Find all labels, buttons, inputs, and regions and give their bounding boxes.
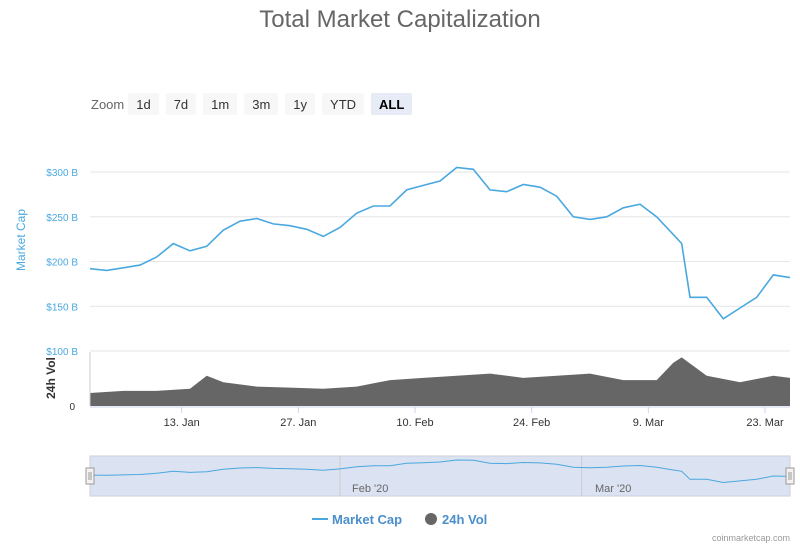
market-cap-series-line (89, 166, 791, 320)
zoom-label: Zoom (91, 96, 125, 112)
x-tick-label: 24. Feb (513, 417, 550, 429)
zoom-1m-button[interactable]: 1m (203, 93, 238, 115)
chart-title: Total Market Capitalization (259, 6, 541, 33)
navigator-left-handle[interactable] (85, 467, 95, 485)
zoom-3m-button[interactable]: 3m (244, 93, 279, 115)
zoom-ytd-button[interactable]: YTD (322, 93, 365, 115)
navigator-grid (339, 456, 583, 496)
volume-axis-title: 24h Vol (44, 357, 58, 399)
legend-24h-vol-label: 24h Vol (442, 512, 487, 527)
x-tick-label: 10. Feb (396, 417, 433, 429)
volume-area (90, 357, 790, 406)
navigator-series-line (89, 459, 791, 484)
legend-market-cap-label: Market Cap (332, 512, 402, 527)
x-tick-label: 27. Jan (280, 417, 316, 429)
zoom-all-button[interactable]: ALL (371, 93, 413, 115)
credit-link[interactable]: coinmarketcap.com (711, 533, 790, 543)
y-tick-label: $150 B (46, 302, 78, 313)
x-tick-label: 13. Jan (164, 417, 200, 429)
volume-tick-label: 0 (69, 402, 75, 413)
zoom-1y-button[interactable]: 1y (285, 93, 316, 115)
navigator-selected-range[interactable] (90, 456, 790, 496)
legend-market-cap[interactable]: Market Cap (312, 512, 402, 527)
legend-24h-vol[interactable]: 24h Vol (425, 512, 487, 527)
zoom-7d-button[interactable]: 7d (165, 93, 197, 115)
zoom-1d-button[interactable]: 1d (128, 93, 159, 115)
x-axis: 13. Jan 27. Jan 10. Feb 24. Feb 9. Mar 23. Ma… (89, 352, 790, 429)
y-axis-title: Market Cap (14, 209, 28, 271)
zoom-bar: Zoom 1d 7d 1m 3m 1y YTD ALL (91, 92, 419, 116)
y-tick-label: $200 B (46, 258, 78, 269)
y-axis: $300 B $250 B $200 B $150 B $100 B 0 (46, 168, 78, 413)
y-tick-label: $250 B (46, 213, 78, 224)
volume-series-area (90, 357, 790, 406)
x-tick-label: 9. Mar (633, 417, 665, 429)
y-tick-label: $300 B (46, 168, 78, 179)
x-tick-label: 23. Mar (746, 417, 784, 429)
navigator-tick-feb: Feb '20 (352, 483, 388, 495)
grid-lines (90, 171, 790, 352)
y-tick-label: $100 B (46, 347, 78, 358)
navigator-right-handle[interactable] (785, 467, 795, 485)
navigator-tick-mar: Mar '20 (595, 483, 631, 495)
